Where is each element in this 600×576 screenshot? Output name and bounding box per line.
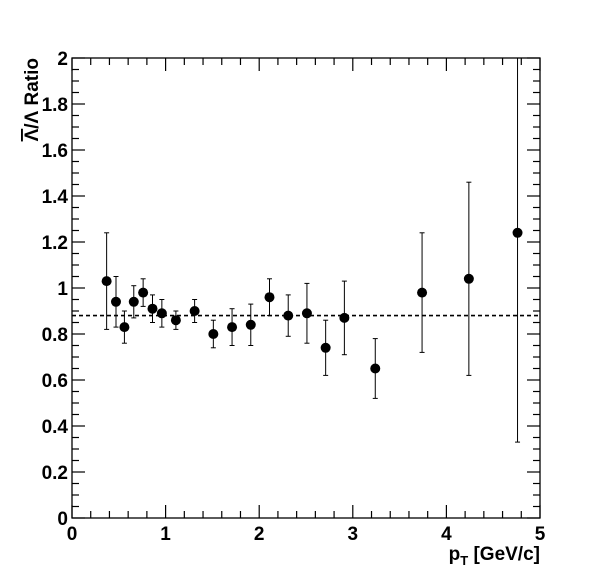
- data-points: [101, 227, 523, 374]
- data-point: [208, 329, 219, 339]
- x-axis-title-subscript: T: [460, 553, 468, 568]
- y-tick-label: 1.6: [42, 141, 68, 162]
- x-axis-title-unit: [GeV/c]: [468, 544, 540, 565]
- y-tick-label: 1.8: [42, 95, 68, 116]
- data-point: [320, 342, 331, 353]
- x-tick-label: 4: [441, 524, 452, 545]
- error-bars: [104, 58, 521, 443]
- data-point: [463, 273, 474, 284]
- x-tick-label: 2: [254, 524, 265, 545]
- y-tick-label: 0.6: [42, 371, 68, 392]
- x-tick-label: 5: [535, 524, 546, 545]
- data-point: [147, 303, 158, 314]
- y-tick-label: 1: [57, 279, 68, 300]
- data-point: [264, 292, 275, 303]
- data-point: [101, 276, 112, 287]
- data-point: [245, 319, 256, 330]
- data-point: [128, 296, 139, 307]
- data-point: [370, 363, 381, 374]
- y-tick-label: 1.2: [42, 233, 68, 254]
- data-point: [227, 322, 238, 333]
- x-tick-label: 3: [348, 524, 359, 545]
- data-point: [138, 287, 149, 298]
- x-axis-ticks: [71, 58, 541, 518]
- x-axis-title: pT [GeV/c]: [449, 544, 540, 568]
- y-tick-label: 0.8: [42, 325, 68, 346]
- data-point: [119, 322, 130, 333]
- y-tick-label: 2: [57, 49, 68, 70]
- data-point: [283, 310, 294, 321]
- y-tick-label: 0.2: [42, 463, 68, 484]
- data-point: [301, 308, 312, 319]
- x-tick-labels: 0 1 2 3 4 5: [67, 524, 546, 545]
- y-axis-title-bar-symbol: Λ: [22, 128, 43, 141]
- data-point: [512, 227, 523, 238]
- data-point: [170, 315, 181, 326]
- y-axis-title: Λ/Λ Ratio: [22, 58, 43, 141]
- x-tick-label: 0: [67, 524, 78, 545]
- plot-area: [71, 57, 541, 519]
- y-axis-title-rest: /Λ Ratio: [22, 58, 43, 129]
- y-axis-ticks: [72, 57, 540, 519]
- data-point: [156, 308, 167, 319]
- y-tick-label: 0: [57, 509, 68, 530]
- data-point: [339, 312, 350, 323]
- data-point: [417, 287, 428, 298]
- data-point: [189, 306, 200, 316]
- x-tick-label: 1: [160, 524, 171, 545]
- y-tick-label: 1.4: [42, 187, 69, 208]
- y-tick-labels: 0 0.2 0.4 0.6 0.8 1 1.2 1.4 1.6 1.8 2: [42, 49, 69, 530]
- data-point: [110, 296, 121, 307]
- y-tick-label: 0.4: [42, 417, 69, 438]
